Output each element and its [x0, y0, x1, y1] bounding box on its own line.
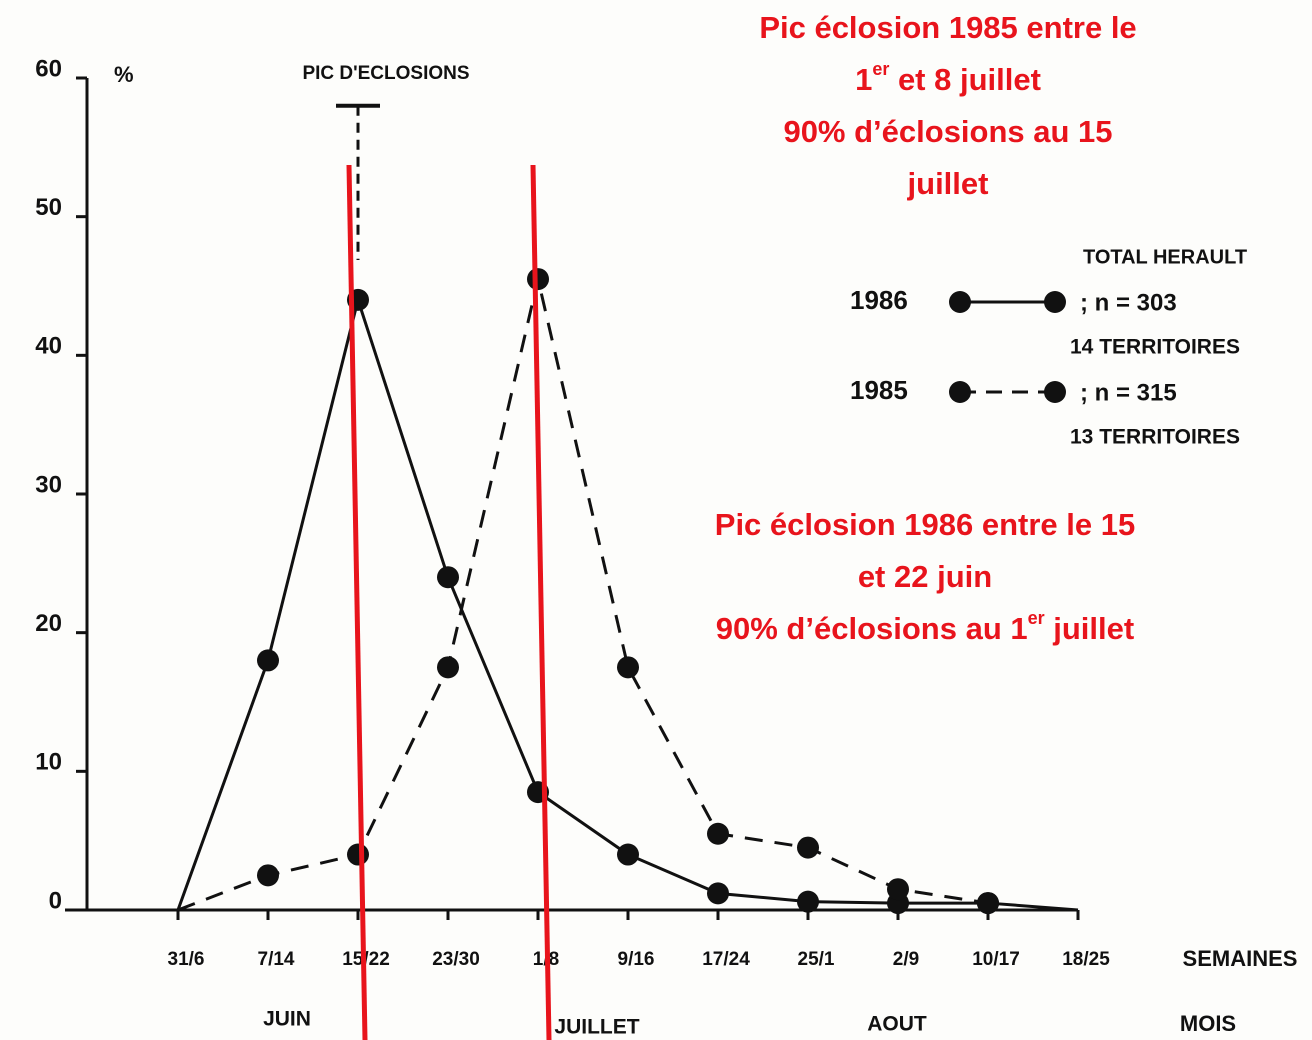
- x-tick-label: 10/17: [972, 949, 1020, 970]
- note-text: juillet: [1045, 611, 1135, 646]
- red-marker: [346, 164, 368, 1040]
- note-line: Pic éclosion 1985 entre le: [759, 10, 1136, 45]
- y-tick-label: 30: [35, 471, 62, 498]
- legend-title: TOTAL HERAULT: [1083, 246, 1247, 268]
- note-text: et 8 juillet: [889, 62, 1041, 97]
- y-tick-label: 0: [49, 887, 62, 914]
- y-tick-label: 60: [35, 55, 62, 82]
- data-point: [707, 822, 729, 845]
- data-point: [887, 878, 909, 901]
- note-line: Pic éclosion 1986 entre le 15: [715, 507, 1135, 542]
- note-text: et 22 juin: [858, 559, 992, 594]
- y-tick-label: 50: [35, 194, 62, 221]
- x-tick-label: 9/16: [618, 949, 655, 970]
- period-label: MOIS: [1180, 1011, 1236, 1036]
- x-tick-label: 7/14: [258, 949, 295, 970]
- note-line: 90% d’éclosions au 15: [783, 114, 1112, 149]
- month-label: JUIN: [263, 1008, 311, 1031]
- month-label: AOUT: [867, 1013, 927, 1036]
- data-point: [617, 656, 639, 679]
- legend-name: 1986: [850, 285, 908, 315]
- data-point: [437, 656, 459, 679]
- legend-name: 1985: [850, 375, 908, 405]
- x-tick-label: 18/25: [1062, 949, 1110, 970]
- legend-dot: [1044, 291, 1066, 313]
- y-tick-label: 20: [35, 610, 62, 637]
- note-text: Pic éclosion 1985 entre le: [759, 10, 1136, 45]
- legend-n: ; n = 303: [1080, 289, 1177, 316]
- x-tick-label: 31/6: [168, 949, 205, 970]
- y-tick-label: 40: [35, 333, 62, 360]
- legend-dot: [949, 291, 971, 313]
- legend-n: ; n = 315: [1080, 379, 1177, 406]
- note-line: 1er et 8 juillet: [855, 59, 1041, 97]
- note-text: Pic éclosion 1986 entre le 15: [715, 507, 1135, 542]
- y-axis-label: %: [114, 62, 134, 87]
- note-text: juillet: [907, 166, 989, 201]
- data-point: [257, 864, 279, 887]
- note-line: 90% d’éclosions au 1er juillet: [716, 608, 1134, 646]
- data-point: [617, 843, 639, 866]
- data-point: [707, 882, 729, 905]
- x-tick-label: 17/24: [702, 949, 750, 970]
- x-tick-label: 25/1: [798, 949, 835, 970]
- y-tick-label: 10: [35, 749, 62, 776]
- note-text: 1: [855, 62, 872, 97]
- legend-territories: 13 TERRITOIRES: [1070, 426, 1240, 449]
- note-text: 90% d’éclosions au 1: [716, 611, 1028, 646]
- x-tick-label: 23/30: [432, 949, 480, 970]
- note-line: juillet: [907, 166, 989, 201]
- legend-dot: [1044, 381, 1066, 403]
- x-tick-label: 2/9: [893, 949, 919, 970]
- legend-dot: [949, 381, 971, 403]
- data-point: [797, 836, 819, 859]
- legend-territories: 14 TERRITOIRES: [1070, 336, 1240, 359]
- month-label: JUILLET: [554, 1016, 639, 1039]
- data-point: [797, 890, 819, 913]
- note-text: 90% d’éclosions au 15: [783, 114, 1112, 149]
- red-marker: [530, 164, 552, 1040]
- x-axis-label: SEMAINES: [1183, 946, 1298, 971]
- note-line: et 22 juin: [858, 559, 992, 594]
- data-point: [437, 566, 459, 589]
- note-text: er: [1028, 608, 1045, 628]
- data-point: [257, 649, 279, 672]
- data-point: [527, 268, 549, 291]
- note-text: er: [872, 59, 889, 79]
- series-line: [177, 278, 989, 912]
- peak-label: PIC D'ECLOSIONS: [302, 63, 469, 84]
- data-point: [977, 892, 999, 915]
- data-point: [347, 843, 369, 866]
